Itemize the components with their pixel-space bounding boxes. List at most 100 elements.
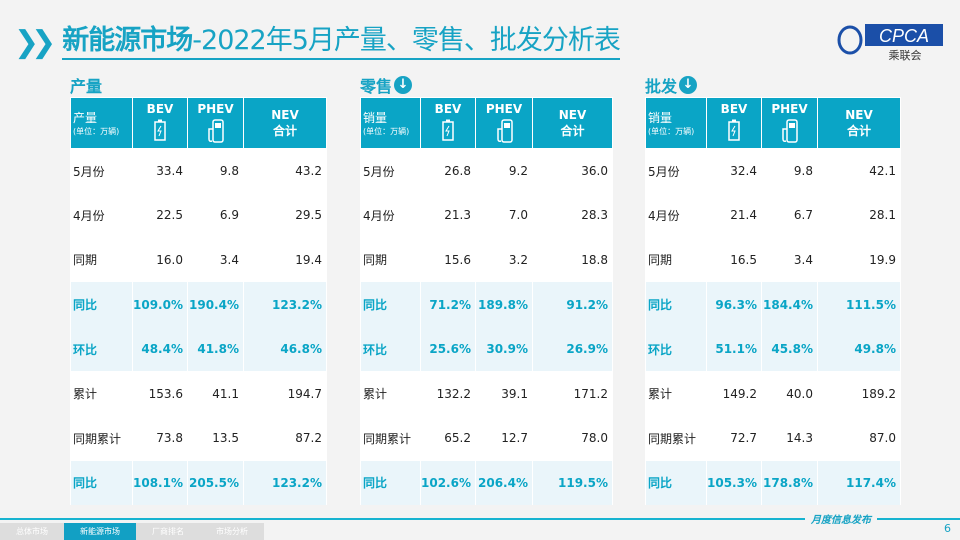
cell: 29.5 [242, 193, 327, 238]
col-bev: BEV [420, 97, 476, 149]
col-phev: PHEV [186, 97, 244, 149]
row-label: 同比 [360, 282, 421, 327]
tab-new-energy-market[interactable]: 新能源市场 [64, 523, 136, 540]
cell: 87.2 [242, 416, 327, 461]
table-row: 5月份 32.4 9.8 42.1 [645, 148, 901, 194]
row-label: 4月份 [645, 193, 707, 238]
svg-text:乘联会: 乘联会 [889, 49, 922, 62]
download-icon[interactable]: ↓ [394, 76, 413, 94]
table-row: 4月份 21.4 6.7 28.1 [645, 193, 901, 238]
page-number: 6 [944, 522, 951, 535]
cell: 189.8% [474, 282, 533, 327]
col-bev: BEV [706, 97, 762, 149]
charger-icon [782, 119, 799, 143]
cell: 26.8 [420, 148, 476, 194]
footer-divider [0, 518, 960, 520]
cell: 3.4 [760, 237, 818, 283]
cell: 26.9% [531, 326, 613, 372]
cell: 41.1 [186, 371, 244, 417]
cell: 21.4 [706, 193, 762, 238]
cell: 171.2 [531, 371, 613, 417]
cell: 87.0 [816, 416, 901, 461]
svg-text:CPCA: CPCA [879, 26, 929, 46]
row-label: 同期累计 [645, 416, 707, 461]
cell: 123.2% [242, 282, 327, 327]
cell: 9.8 [760, 148, 818, 194]
cell: 117.4% [816, 460, 901, 506]
col-phev: PHEV [760, 97, 818, 149]
tab-market-analysis[interactable]: 市场分析 [200, 523, 264, 540]
section-label: 零售 ↓ [360, 73, 413, 97]
cell: 132.2 [420, 371, 476, 417]
cell: 71.2% [420, 282, 476, 327]
row-label: 同期累计 [70, 416, 133, 461]
table-row: 累计 149.2 40.0 189.2 [645, 371, 901, 417]
col-nev: NEV 合计 [242, 97, 327, 149]
row-label: 同比 [360, 460, 421, 506]
cell: 178.8% [760, 460, 818, 506]
cell: 28.1 [816, 193, 901, 238]
cell: 65.2 [420, 416, 476, 461]
cell: 91.2% [531, 282, 613, 327]
corner-header: 产量 (单位：万辆) [70, 97, 133, 149]
cell: 194.7 [242, 371, 327, 417]
cell: 9.8 [186, 148, 244, 194]
row-label: 5月份 [70, 148, 133, 194]
cell: 153.6 [132, 371, 188, 417]
cell: 111.5% [816, 282, 901, 327]
cell: 108.1% [132, 460, 188, 506]
page-title: ❯❯ 新能源市场-2022年5月产量、零售、批发分析表 [14, 24, 621, 60]
table-row: 同期 16.0 3.4 19.4 [70, 237, 327, 283]
row-label: 同比 [645, 282, 707, 327]
corner-header: 销量 (单位：万辆) [360, 97, 421, 149]
tab-manufacturer-ranking[interactable]: 厂商排名 [136, 523, 200, 540]
cell: 109.0% [132, 282, 188, 327]
chevron-icon: ❯❯ [14, 24, 56, 60]
cell: 14.3 [760, 416, 818, 461]
footer-tabs: 总体市场 新能源市场 厂商排名 市场分析 [0, 523, 264, 540]
cell: 42.1 [816, 148, 901, 194]
row-label: 同比 [70, 282, 133, 327]
row-label: 4月份 [360, 193, 421, 238]
table-row: 同期累计 73.8 13.5 87.2 [70, 416, 327, 461]
cell: 119.5% [531, 460, 613, 506]
cell: 21.3 [420, 193, 476, 238]
cell: 16.5 [706, 237, 762, 283]
battery-icon [728, 119, 740, 141]
battery-icon [154, 119, 166, 141]
table-row: 累计 153.6 41.1 194.7 [70, 371, 327, 417]
table-row: 同比 102.6% 206.4% 119.5% [360, 460, 613, 506]
row-label: 环比 [645, 326, 707, 372]
row-label: 同比 [645, 460, 707, 506]
cell: 96.3% [706, 282, 762, 327]
cell: 3.4 [186, 237, 244, 283]
cell: 25.6% [420, 326, 476, 372]
tab-overall-market[interactable]: 总体市场 [0, 523, 64, 540]
cell: 72.7 [706, 416, 762, 461]
cell: 105.3% [706, 460, 762, 506]
col-nev: NEV 合计 [816, 97, 901, 149]
cell: 149.2 [706, 371, 762, 417]
charger-icon [208, 119, 225, 143]
table-header: 销量 (单位：万辆) BEV PHEV NEV 合计 [360, 97, 613, 149]
cell: 13.5 [186, 416, 244, 461]
table-row: 累计 132.2 39.1 171.2 [360, 371, 613, 417]
row-label: 累计 [360, 371, 421, 417]
cell: 45.8% [760, 326, 818, 372]
cell: 12.7 [474, 416, 533, 461]
download-icon[interactable]: ↓ [679, 76, 698, 94]
row-label: 同期 [645, 237, 707, 283]
cell: 33.4 [132, 148, 188, 194]
cell: 102.6% [420, 460, 476, 506]
row-label: 环比 [360, 326, 421, 372]
col-bev: BEV [132, 97, 188, 149]
data-table: 产量 (单位：万辆) BEV PHEV NEV 合计 5月份 33.4 9.8 43.2 4月… [70, 97, 327, 506]
section-label: 产量 [70, 77, 103, 96]
table-row: 4月份 22.5 6.9 29.5 [70, 193, 327, 238]
section-label: 批发 ↓ [645, 73, 698, 97]
cell: 18.8 [531, 237, 613, 283]
table-row: 同比 108.1% 205.5% 123.2% [70, 460, 327, 506]
table-row: 同期累计 72.7 14.3 87.0 [645, 416, 901, 461]
table-row: 同比 96.3% 184.4% 111.5% [645, 282, 901, 327]
cell: 46.8% [242, 326, 327, 372]
